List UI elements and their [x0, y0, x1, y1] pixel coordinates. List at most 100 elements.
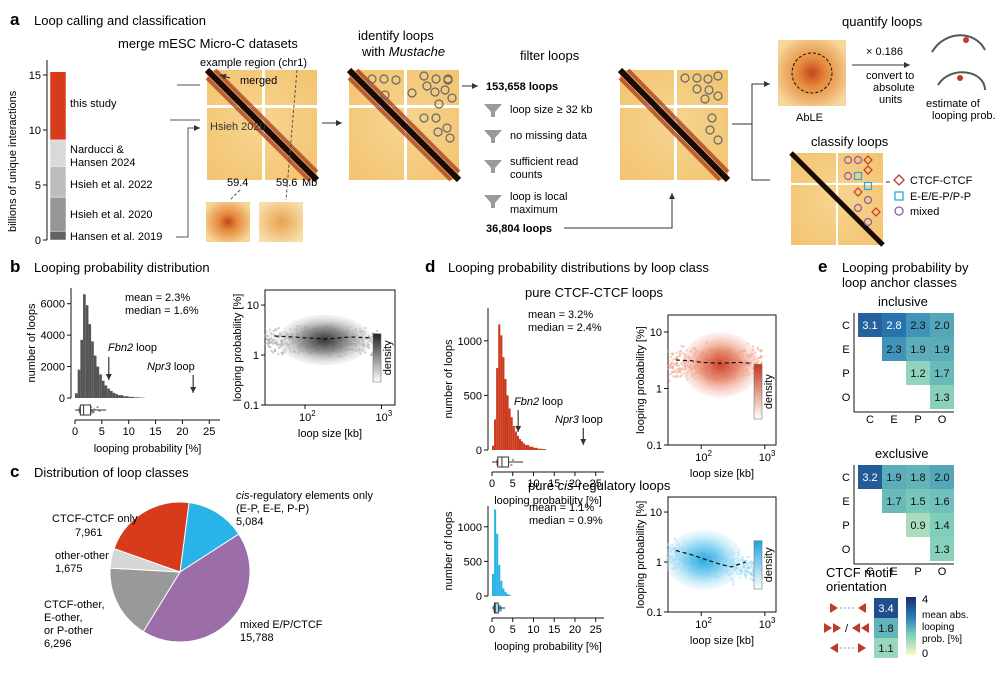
- heat-cell: [930, 489, 954, 513]
- lab-ctcf-1: CTCF-CTCF only: [52, 513, 138, 525]
- scatter-point: [268, 341, 271, 345]
- scatter-point: [273, 348, 277, 351]
- legend-label: mixed: [910, 206, 939, 218]
- y-tick-label: 500: [464, 390, 482, 402]
- x-tick-label: 20: [569, 478, 581, 490]
- scatter-point: [759, 356, 763, 359]
- x-tick-label: 10: [527, 624, 539, 636]
- class-marker-square: [863, 181, 873, 191]
- hist-bar: [498, 564, 501, 596]
- heat-value: 1.9: [934, 344, 949, 356]
- stack-segment: [49, 230, 67, 241]
- heat-cell: [906, 513, 930, 537]
- hist-bar: [512, 425, 515, 450]
- bar-ylabel: billions of unique interactions: [7, 90, 19, 232]
- scatter-point: [265, 330, 268, 333]
- convert-1: convert to: [866, 70, 914, 82]
- scatter-point: [270, 336, 273, 339]
- scatter-point: [674, 375, 677, 379]
- scatter-point: [675, 355, 679, 359]
- scatter-point: [747, 555, 750, 559]
- loop-circle: [430, 87, 440, 97]
- funnel-icon: [484, 195, 502, 208]
- class-marker-diamond: [853, 187, 863, 197]
- panel-c-letter: c: [10, 462, 19, 481]
- hist-bar: [109, 390, 113, 398]
- hist-bar: [99, 374, 102, 398]
- loop-circle: [713, 91, 723, 101]
- scatter-point: [268, 337, 271, 341]
- merge-title: merge mESC Micro-C datasets: [118, 36, 298, 51]
- panel-c-title: Distribution of loop classes: [34, 465, 189, 480]
- panel-e-letter: e: [818, 257, 827, 276]
- scatter-ctcf: 0.1 1 10 102 103 loop size [kb] looping probab…: [635, 314, 777, 480]
- strip-point: [510, 463, 513, 466]
- scatter-point: [277, 326, 280, 330]
- scatter-point: [678, 350, 681, 353]
- scatter-point: [750, 561, 754, 564]
- heat-value: 3.2: [862, 472, 877, 484]
- hist-bar: [96, 366, 100, 398]
- hist-bar: [85, 305, 89, 398]
- scatter-point: [748, 566, 752, 570]
- hist-bar: [541, 449, 546, 450]
- loop-circle: [445, 133, 455, 143]
- scatter-point: [370, 352, 374, 355]
- filter-step-label: maximum: [510, 204, 558, 216]
- scatter-point: [275, 339, 279, 342]
- ctcf-median: median = 2.4%: [528, 322, 602, 334]
- example-region-label: example region (chr1): [200, 57, 307, 69]
- scatter-point: [748, 571, 752, 575]
- hist-bar: [508, 594, 511, 596]
- scatter-point: [680, 344, 683, 348]
- heat-value: 2.3: [910, 320, 925, 332]
- hist-bar: [112, 392, 116, 398]
- hist-bar: [506, 395, 509, 450]
- scatter-point: [671, 358, 674, 362]
- scatter-point: [671, 361, 674, 365]
- tick-59-4: 59.4: [227, 177, 248, 189]
- npr3-label: Npr3 loop: [555, 414, 603, 426]
- row-label: E: [842, 344, 849, 356]
- loop-circle: [434, 99, 444, 109]
- scatter-point: [675, 351, 678, 355]
- y-tick-label: 1: [253, 350, 259, 362]
- heat-cell: [930, 385, 954, 409]
- scatter-point: [667, 364, 670, 367]
- y-tick-label: 0.1: [244, 400, 259, 412]
- motif-cell: [874, 638, 898, 658]
- y-tick-label: 1000: [458, 522, 482, 534]
- density-colorbar: [753, 364, 763, 420]
- x-tick-label: 103: [759, 449, 776, 464]
- dataset-label: this study: [70, 98, 117, 110]
- legend-diamond-icon: [893, 174, 905, 186]
- cbar-label-2: looping: [922, 622, 954, 633]
- hist-bar: [88, 324, 92, 398]
- col-label: O: [938, 414, 947, 426]
- scatter-point: [669, 355, 673, 359]
- x-tick-label: 102: [695, 449, 712, 464]
- datasets-stacked-bar: 0 5 10 15: [29, 60, 67, 247]
- scatter-point: [277, 352, 280, 356]
- x-tick-label: 25: [590, 478, 602, 490]
- class-marker-circle: [853, 155, 863, 165]
- y-axis-label: number of loops: [443, 339, 455, 418]
- cis-title: pure cis-regulatory loops: [528, 478, 671, 493]
- loop-circle: [447, 93, 457, 103]
- stack-tick-label: 0: [35, 235, 41, 247]
- panel-b-title: Looping probability distribution: [34, 260, 210, 275]
- merged-label: merged: [240, 75, 277, 87]
- trend-line: [675, 359, 751, 364]
- hist-bar: [128, 396, 135, 398]
- loops-before: 153,658 loops: [486, 81, 558, 93]
- heatmap-inclusive: C 3.1 2.8 2.3 2.0E 2.3 1.9 1.9P 1.2 1.7O 1.3C E P O: [842, 313, 954, 426]
- heat-cell: [858, 465, 882, 489]
- hist-bar: [518, 439, 522, 450]
- scatter-point: [679, 375, 682, 378]
- scatter-point: [675, 362, 679, 365]
- hist-bar: [506, 593, 509, 596]
- row-label: E: [842, 496, 849, 508]
- dataset-label: Hsieh et al. 2022: [70, 179, 153, 191]
- scatter-point: [668, 379, 671, 382]
